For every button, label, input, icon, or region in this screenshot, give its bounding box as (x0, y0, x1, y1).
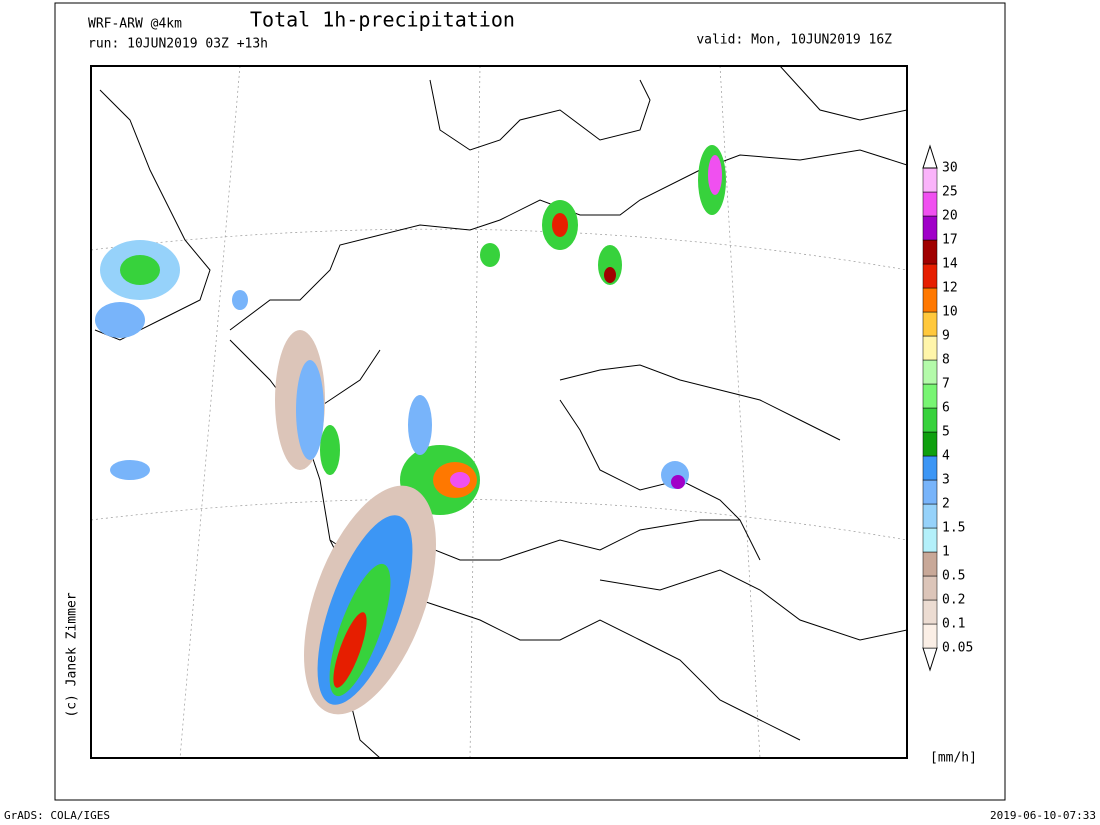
legend-swatch (922, 215, 938, 241)
legend-label: 12 (942, 281, 958, 296)
legend-swatch (922, 527, 938, 553)
legend-swatch (922, 503, 938, 529)
legend-label: 9 (942, 329, 950, 344)
legend-label: 0.2 (942, 593, 965, 608)
legend-swatch (922, 407, 938, 433)
legend-label: 17 (942, 233, 958, 248)
legend-label: 4 (942, 449, 950, 464)
legend-swatch (922, 359, 938, 385)
legend-swatch (922, 191, 938, 217)
run: run: 10JUN2019 03Z +13h (88, 37, 268, 52)
legend-swatch (922, 431, 938, 457)
legend-swatch (922, 575, 938, 601)
credit: (c) Janek Zimmer (65, 592, 80, 717)
legend-label: 25 (942, 185, 958, 200)
frame (54, 2, 1006, 801)
legend-label: 0.1 (942, 617, 965, 632)
legend-label: 2 (942, 497, 950, 512)
legend-swatch (922, 311, 938, 337)
legend-swatch (922, 455, 938, 481)
legend-swatch (922, 263, 938, 289)
footer-left: GrADS: COLA/IGES (4, 809, 110, 822)
legend-label: 14 (942, 257, 958, 272)
legend-end (922, 144, 938, 169)
legend-swatch (922, 551, 938, 577)
legend-swatch (922, 335, 938, 361)
legend-swatch (922, 479, 938, 505)
legend-label: 6 (942, 401, 950, 416)
unit: [mm/h] (930, 751, 977, 766)
footer-right: 2019-06-10-07:33 (990, 809, 1096, 822)
legend: 0.05 0.1 0.2 0.5 1 1.5 2 3 4 5 6 7 8 9 10 12 14 17 20 25 30 (922, 144, 973, 672)
legend-swatch (922, 383, 938, 409)
legend-label: 8 (942, 353, 950, 368)
legend-label: 20 (942, 209, 958, 224)
legend-label: 10 (942, 305, 958, 320)
legend-swatch (922, 287, 938, 313)
map-content (91, 66, 907, 758)
precipitation (95, 145, 726, 715)
title: Total 1h-precipitation (250, 8, 515, 32)
map (90, 65, 908, 759)
legend-label: 5 (942, 425, 950, 440)
legend-label: 3 (942, 473, 950, 488)
legend-label: 7 (942, 377, 950, 392)
legend-label: 30 (942, 161, 958, 176)
legend-swatch (922, 239, 938, 265)
legend-swatch (922, 599, 938, 625)
legend-label: 1.5 (942, 521, 965, 536)
legend-label: 0.05 (942, 641, 973, 656)
map-frame (90, 65, 908, 759)
valid: valid: Mon, 10JUN2019 16Z (696, 33, 892, 48)
legend-swatch (922, 623, 938, 649)
legend-label: 1 (942, 545, 950, 560)
legend-label: 0.5 (942, 569, 965, 584)
legend-swatch (922, 167, 938, 193)
model: WRF-ARW @4km (88, 17, 182, 32)
